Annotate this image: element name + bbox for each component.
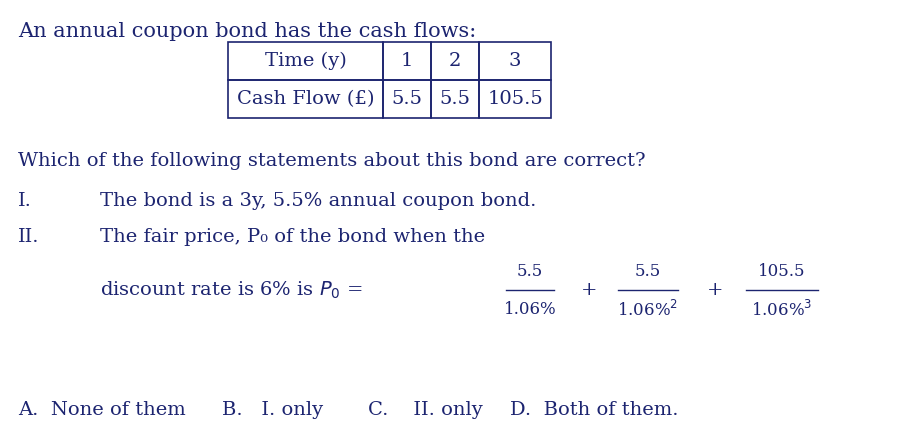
Bar <box>228 42 383 80</box>
Bar <box>383 42 431 80</box>
Text: 1.06%$^2$: 1.06%$^2$ <box>617 300 679 320</box>
Text: 2: 2 <box>449 52 461 70</box>
Text: 105.5: 105.5 <box>758 263 806 281</box>
Text: C.    II. only: C. II. only <box>368 401 482 419</box>
Bar <box>479 80 551 118</box>
Text: An annual coupon bond has the cash flows:: An annual coupon bond has the cash flows… <box>18 22 476 41</box>
Bar <box>228 80 383 118</box>
Text: 5.5: 5.5 <box>634 263 662 281</box>
Text: The fair price, P₀ of the bond when the: The fair price, P₀ of the bond when the <box>100 228 485 246</box>
Text: I.: I. <box>18 192 32 210</box>
Text: D.  Both of them.: D. Both of them. <box>510 401 679 419</box>
Text: 5.5: 5.5 <box>439 90 471 108</box>
Bar <box>431 80 479 118</box>
Text: B.   I. only: B. I. only <box>222 401 323 419</box>
Bar <box>431 42 479 80</box>
Text: Time (y): Time (y) <box>265 52 346 70</box>
Text: The bond is a 3y, 5.5% annual coupon bond.: The bond is a 3y, 5.5% annual coupon bon… <box>100 192 536 210</box>
Text: 5.5: 5.5 <box>392 90 422 108</box>
Text: +: + <box>580 281 598 299</box>
Text: +: + <box>706 281 724 299</box>
Text: Which of the following statements about this bond are correct?: Which of the following statements about … <box>18 152 645 170</box>
Text: Cash Flow (£): Cash Flow (£) <box>237 90 374 108</box>
Text: 1.06%: 1.06% <box>504 301 556 319</box>
Bar <box>383 80 431 118</box>
Text: 1.06%$^3$: 1.06%$^3$ <box>752 300 813 320</box>
Text: 3: 3 <box>508 52 521 70</box>
Text: II.: II. <box>18 228 40 246</box>
Bar <box>479 42 551 80</box>
Text: A.  None of them: A. None of them <box>18 401 185 419</box>
Text: 5.5: 5.5 <box>517 263 543 281</box>
Text: discount rate is 6% is $\mathit{P}_0$ =: discount rate is 6% is $\mathit{P}_0$ = <box>100 279 363 301</box>
Text: 105.5: 105.5 <box>487 90 543 108</box>
Text: 1: 1 <box>400 52 413 70</box>
